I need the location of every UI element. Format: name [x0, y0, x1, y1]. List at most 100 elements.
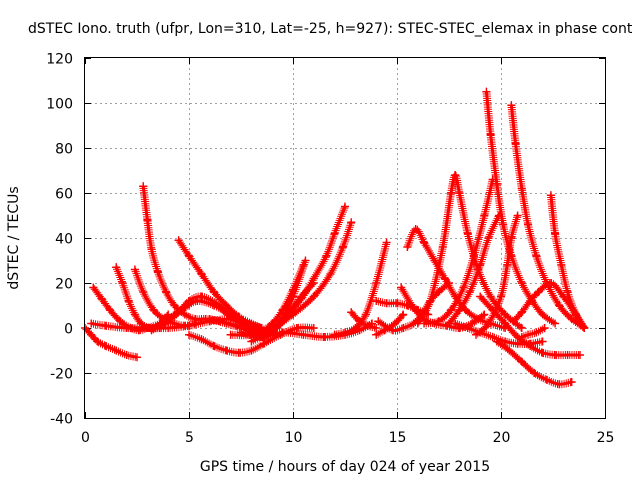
data-series — [517, 324, 549, 341]
data-point — [164, 324, 173, 332]
data-point — [197, 335, 206, 344]
data-point — [551, 319, 560, 328]
data-point — [438, 243, 447, 251]
data-point — [101, 342, 110, 350]
data-point — [480, 310, 489, 319]
data-point — [112, 263, 121, 272]
data-point — [197, 270, 206, 278]
data-point — [517, 357, 526, 366]
data-point — [347, 218, 356, 227]
data-point — [451, 319, 460, 328]
y-tick-label: -20 — [50, 367, 73, 383]
plot-frame — [84, 57, 606, 419]
data-point — [372, 297, 381, 305]
data-point — [372, 279, 381, 287]
series-line — [509, 105, 586, 330]
y-axis: -40 -20 0 20 40 60 80 100 120 — [46, 52, 605, 428]
data-point — [517, 279, 526, 287]
data-point — [118, 279, 127, 287]
data-point — [472, 330, 481, 339]
data-point — [551, 229, 560, 238]
data-point — [409, 303, 418, 312]
data-point — [551, 351, 560, 359]
data-point — [289, 310, 297, 319]
data-point — [532, 252, 541, 260]
data-point — [503, 261, 512, 269]
data-point — [546, 191, 555, 200]
data-point — [153, 267, 162, 276]
data-point — [420, 238, 429, 247]
data-point — [139, 288, 148, 296]
data-point — [517, 324, 526, 332]
data-point — [388, 326, 397, 335]
data-point — [247, 346, 256, 355]
chart-title: dSTEC Iono. truth (ufpr, Lon=310, Lat=-2… — [28, 21, 633, 37]
data-point — [530, 369, 539, 377]
data-point — [434, 317, 443, 326]
data-point — [180, 310, 189, 319]
data-point — [361, 310, 370, 319]
data-point — [143, 216, 152, 224]
x-axis: 0 5 10 15 20 25 — [81, 58, 614, 446]
data-point — [122, 324, 131, 332]
data-point — [309, 274, 318, 283]
data-point — [87, 330, 96, 339]
data-point — [330, 229, 339, 238]
y-tick-label: 80 — [55, 142, 73, 158]
data-point — [209, 342, 218, 350]
data-point — [451, 171, 460, 179]
data-point — [399, 310, 408, 319]
data-series — [445, 211, 503, 328]
data-point — [216, 317, 225, 326]
x-tick-label: 5 — [185, 430, 194, 446]
data-point — [372, 324, 381, 332]
data-point — [509, 317, 518, 326]
data-series — [420, 175, 497, 328]
data-point — [191, 315, 200, 323]
x-tick-label: 10 — [285, 430, 303, 446]
data-point — [341, 202, 349, 211]
data-point — [534, 288, 543, 296]
data-point — [484, 234, 493, 242]
data-point — [374, 317, 383, 326]
data-point — [259, 339, 268, 348]
data-point — [480, 211, 489, 220]
data-point — [492, 337, 501, 346]
data-point — [563, 351, 572, 359]
data-point — [469, 252, 478, 260]
data-point — [320, 333, 329, 341]
data-point — [524, 330, 533, 339]
data-point — [234, 348, 243, 357]
data-point — [482, 87, 491, 96]
data-point — [499, 220, 508, 229]
y-tick-label: 0 — [64, 322, 73, 338]
data-point — [185, 321, 193, 330]
y-tick-label: 100 — [46, 97, 73, 113]
data-point — [149, 306, 158, 314]
data-point — [411, 225, 420, 233]
data-point — [513, 339, 522, 348]
data-point — [341, 328, 349, 337]
data-point — [567, 378, 576, 386]
data-point — [486, 292, 495, 301]
data-point — [330, 330, 339, 339]
data-point — [338, 243, 347, 251]
data-point — [322, 252, 331, 260]
data-point — [474, 315, 483, 323]
data-point — [355, 317, 364, 326]
data-point — [116, 317, 125, 326]
data-point — [459, 283, 468, 292]
data-point — [162, 288, 171, 296]
data-point — [524, 220, 533, 229]
data-point — [226, 330, 235, 339]
data-point — [226, 312, 235, 321]
data-point — [209, 288, 218, 296]
data-point — [507, 234, 516, 242]
data-point — [538, 310, 547, 319]
data-point — [160, 319, 169, 328]
data-point — [526, 339, 535, 348]
data-point — [105, 306, 114, 314]
data-point — [216, 303, 225, 312]
data-point — [447, 306, 456, 314]
data-point — [124, 297, 133, 305]
